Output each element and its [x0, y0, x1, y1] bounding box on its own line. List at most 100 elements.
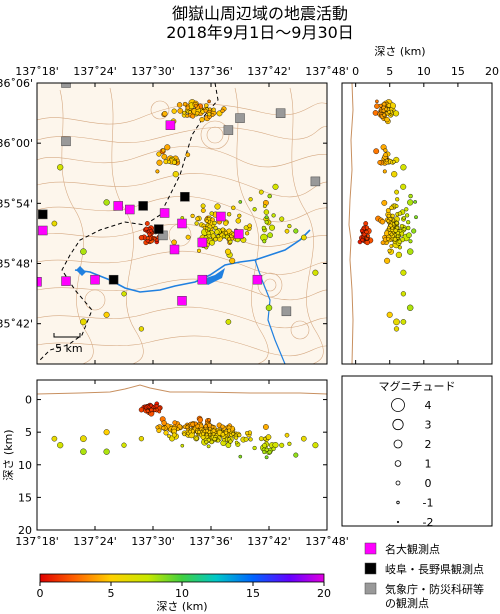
hypocenter-marker-ns: [363, 221, 369, 226]
hypocenter-marker-ns: [390, 213, 395, 218]
hypocenter-marker-ns: [384, 116, 390, 123]
epicenters: [51, 99, 319, 332]
map-lon-tick-label: 137˚42': [247, 65, 291, 78]
epicenter-marker: [209, 239, 215, 246]
hypocenter-marker-ns: [387, 248, 392, 253]
hypocenter-marker-ns: [400, 319, 407, 325]
station-marker-magenta: [125, 204, 135, 215]
epicenter-marker: [171, 108, 177, 114]
hypocenter-marker-ew: [271, 446, 276, 451]
hypocenter-marker-ns: [397, 239, 402, 244]
epicenter-marker: [182, 110, 187, 115]
map-lat-tick-label: 36˚00': [0, 137, 33, 150]
magnitude-symbol: [392, 418, 404, 431]
epicenter-marker: [171, 239, 177, 246]
bottom-lon-tick-label: 137˚30': [131, 535, 175, 548]
epicenter-marker: [211, 107, 216, 112]
epicenter-marker: [176, 102, 183, 108]
hypocenter-marker-ns: [381, 199, 388, 206]
epicenter-marker: [243, 225, 249, 231]
hypocenter-marker-ew: [138, 436, 145, 442]
map-lon-tick-label: 137˚18': [15, 65, 59, 78]
epicenter-marker: [271, 213, 276, 218]
hypocenter-marker-ew: [204, 439, 209, 444]
hypocenter-marker-ns: [391, 171, 398, 178]
map-lat-tick-label: 35˚54': [0, 197, 33, 210]
topo-profile-ew: [37, 384, 327, 395]
epicenter-marker: [209, 211, 214, 216]
hypocenter-marker-ns: [389, 205, 394, 211]
epicenter-map: 5 km 137˚18' 137˚24' 137˚30' 137˚36' 137˚42'…: [0, 65, 492, 365]
epicenter-marker: [262, 204, 267, 209]
hypocenter-marker-ew: [237, 433, 242, 438]
epicenter-marker: [203, 108, 208, 113]
hypocenter-marker-ew: [80, 435, 87, 443]
epicenter-marker: [80, 248, 87, 255]
epicenter-marker: [300, 234, 307, 241]
hypocenter-marker-ew: [103, 429, 110, 436]
hypocenter-marker-ns: [386, 311, 393, 318]
hypocenter-marker-ns: [365, 236, 369, 241]
epicenter-marker: [238, 200, 243, 204]
station-marker-gray: [310, 176, 321, 187]
hypocenter-marker-ns: [394, 204, 399, 209]
hypocenter-marker-ew: [216, 438, 221, 443]
bottom-panel-bg: [37, 380, 327, 530]
epicenter-marker: [171, 159, 177, 165]
epicenter-marker: [262, 239, 267, 244]
epicenter-marker: [229, 257, 236, 264]
magnitude-label: 1: [425, 458, 432, 471]
magnitude-symbol: [395, 480, 401, 486]
right-depth-tick-label: 10: [417, 65, 431, 78]
hypocenter-marker-ew: [265, 434, 272, 440]
epicenter-marker: [190, 113, 196, 119]
epicenter-marker: [247, 223, 252, 229]
hypocenter-marker-ns: [389, 244, 394, 249]
hypocenter-marker-ns: [397, 211, 403, 216]
epicenter-marker: [225, 319, 232, 325]
epicenter-marker: [269, 224, 276, 231]
epicenter-marker: [190, 213, 195, 218]
station-marker-black: [180, 192, 190, 202]
hypocenter-marker-ns: [406, 225, 411, 231]
station-legend-swatch: [364, 542, 377, 555]
hypocenter-marker-ew: [206, 444, 211, 449]
magnitude-label: -2: [423, 516, 434, 529]
depth-events-ew: [51, 401, 319, 460]
hypocenter-marker-ew: [210, 425, 215, 429]
hypocenter-marker-ns: [406, 232, 412, 238]
bottom-depth-tick-label: 10: [18, 459, 32, 472]
hypocenter-marker-ew: [171, 432, 177, 438]
colorbar-label: 深さ (km): [156, 600, 207, 613]
station-marker-gray: [281, 306, 292, 317]
hypocenter-marker-ns: [373, 148, 380, 155]
hypocenter-marker-ns: [407, 304, 414, 311]
map-lat-tick-label: 35˚48': [0, 258, 33, 271]
epicenter-marker: [144, 221, 150, 226]
hypocenter-marker-ew: [284, 432, 290, 438]
epicenter-marker: [185, 114, 190, 118]
hypocenter-marker-ns: [379, 218, 386, 225]
hypocenter-marker-ew: [154, 404, 159, 409]
hypocenter-marker-ns: [374, 103, 380, 109]
magnitude-label: 4: [425, 399, 432, 412]
hypocenter-marker-ew: [225, 442, 232, 449]
epicenter-marker: [237, 213, 242, 218]
hypocenter-marker-ns: [408, 239, 413, 244]
epicenter-marker: [252, 207, 257, 212]
hypocenter-marker-ns: [382, 113, 387, 117]
epicenter-marker: [172, 171, 179, 178]
hypocenter-marker-ew: [203, 424, 208, 429]
epicenter-marker: [103, 199, 110, 206]
magnitude-label: 3: [425, 419, 432, 432]
epicenter-marker: [193, 103, 198, 108]
hypocenter-marker-ew: [262, 450, 267, 455]
station-marker-magenta: [37, 277, 42, 287]
station-marker-gray: [61, 83, 71, 88]
station-marker-magenta: [234, 229, 244, 239]
bottom-panel-frame: [36, 379, 328, 531]
epicenter-marker: [213, 225, 218, 231]
hypocenter-marker-ew: [176, 427, 180, 432]
station-marker-black: [138, 201, 148, 211]
hypocenter-marker-ew: [248, 437, 253, 442]
